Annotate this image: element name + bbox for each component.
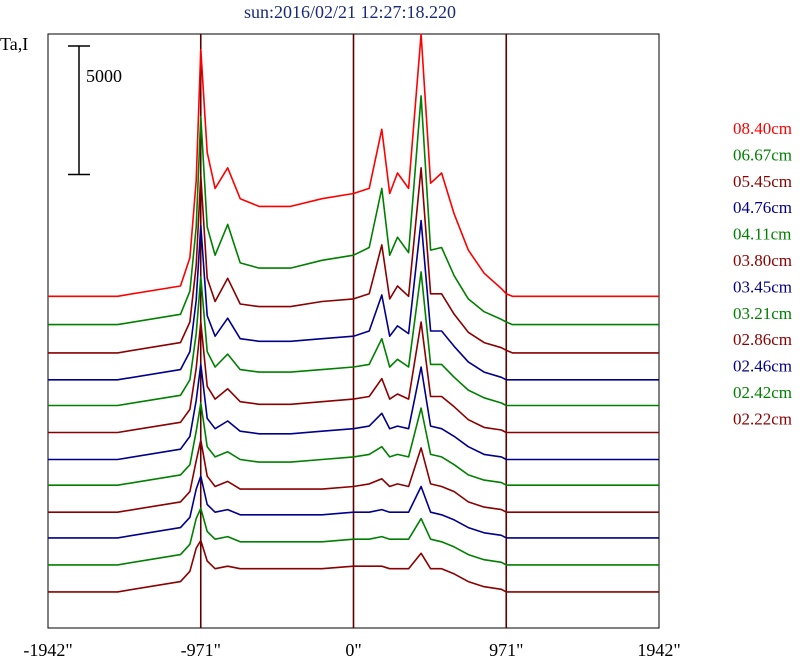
legend-entry: 02.22cm bbox=[733, 409, 792, 428]
legend-entry: 02.42cm bbox=[733, 383, 792, 402]
legend-entry: 03.45cm bbox=[733, 277, 792, 296]
series-line bbox=[48, 321, 659, 434]
x-tick-label: -971" bbox=[181, 640, 221, 660]
series-line bbox=[48, 507, 659, 566]
chart-title: sun:2016/02/21 12:27:18.220 bbox=[243, 2, 456, 22]
legend-entry: 03.80cm bbox=[733, 251, 792, 270]
series-line bbox=[48, 439, 659, 514]
x-tick-label: -1942" bbox=[23, 640, 72, 660]
legend-entry: 02.86cm bbox=[733, 330, 792, 349]
legend-entry: 04.11cm bbox=[733, 225, 791, 244]
legend-entry: 08.40cm bbox=[733, 119, 792, 138]
legend-entry: 02.46cm bbox=[733, 357, 792, 376]
legend-entry: 05.45cm bbox=[733, 172, 792, 191]
series-line bbox=[48, 402, 659, 487]
scale-bar-label: 5000 bbox=[86, 66, 122, 86]
x-tick-label: 0" bbox=[345, 640, 361, 660]
axis-group: -1942" -971" 0" 971" 1942" bbox=[23, 640, 680, 660]
series-line bbox=[48, 33, 659, 298]
series-line bbox=[48, 271, 659, 407]
series-line bbox=[48, 363, 659, 461]
series-line bbox=[48, 475, 659, 539]
x-tick-label: 1942" bbox=[637, 640, 680, 660]
series-line bbox=[48, 167, 659, 354]
series-line bbox=[48, 539, 659, 593]
series-line bbox=[48, 95, 659, 326]
legend-entry: 06.67cm bbox=[733, 145, 792, 164]
scale-bar: 5000 bbox=[68, 45, 122, 176]
legend-entry: 03.21cm bbox=[733, 304, 792, 323]
series-group bbox=[48, 33, 659, 593]
series-line bbox=[48, 219, 659, 381]
y-axis-label: Ta,I bbox=[0, 34, 28, 54]
x-tick-label: 971" bbox=[489, 640, 523, 660]
legend-entry: 04.76cm bbox=[733, 198, 792, 217]
legend-group: 08.40cm 06.67cm 05.45cm 04.76cm 04.11cm 03.80… bbox=[733, 119, 792, 428]
